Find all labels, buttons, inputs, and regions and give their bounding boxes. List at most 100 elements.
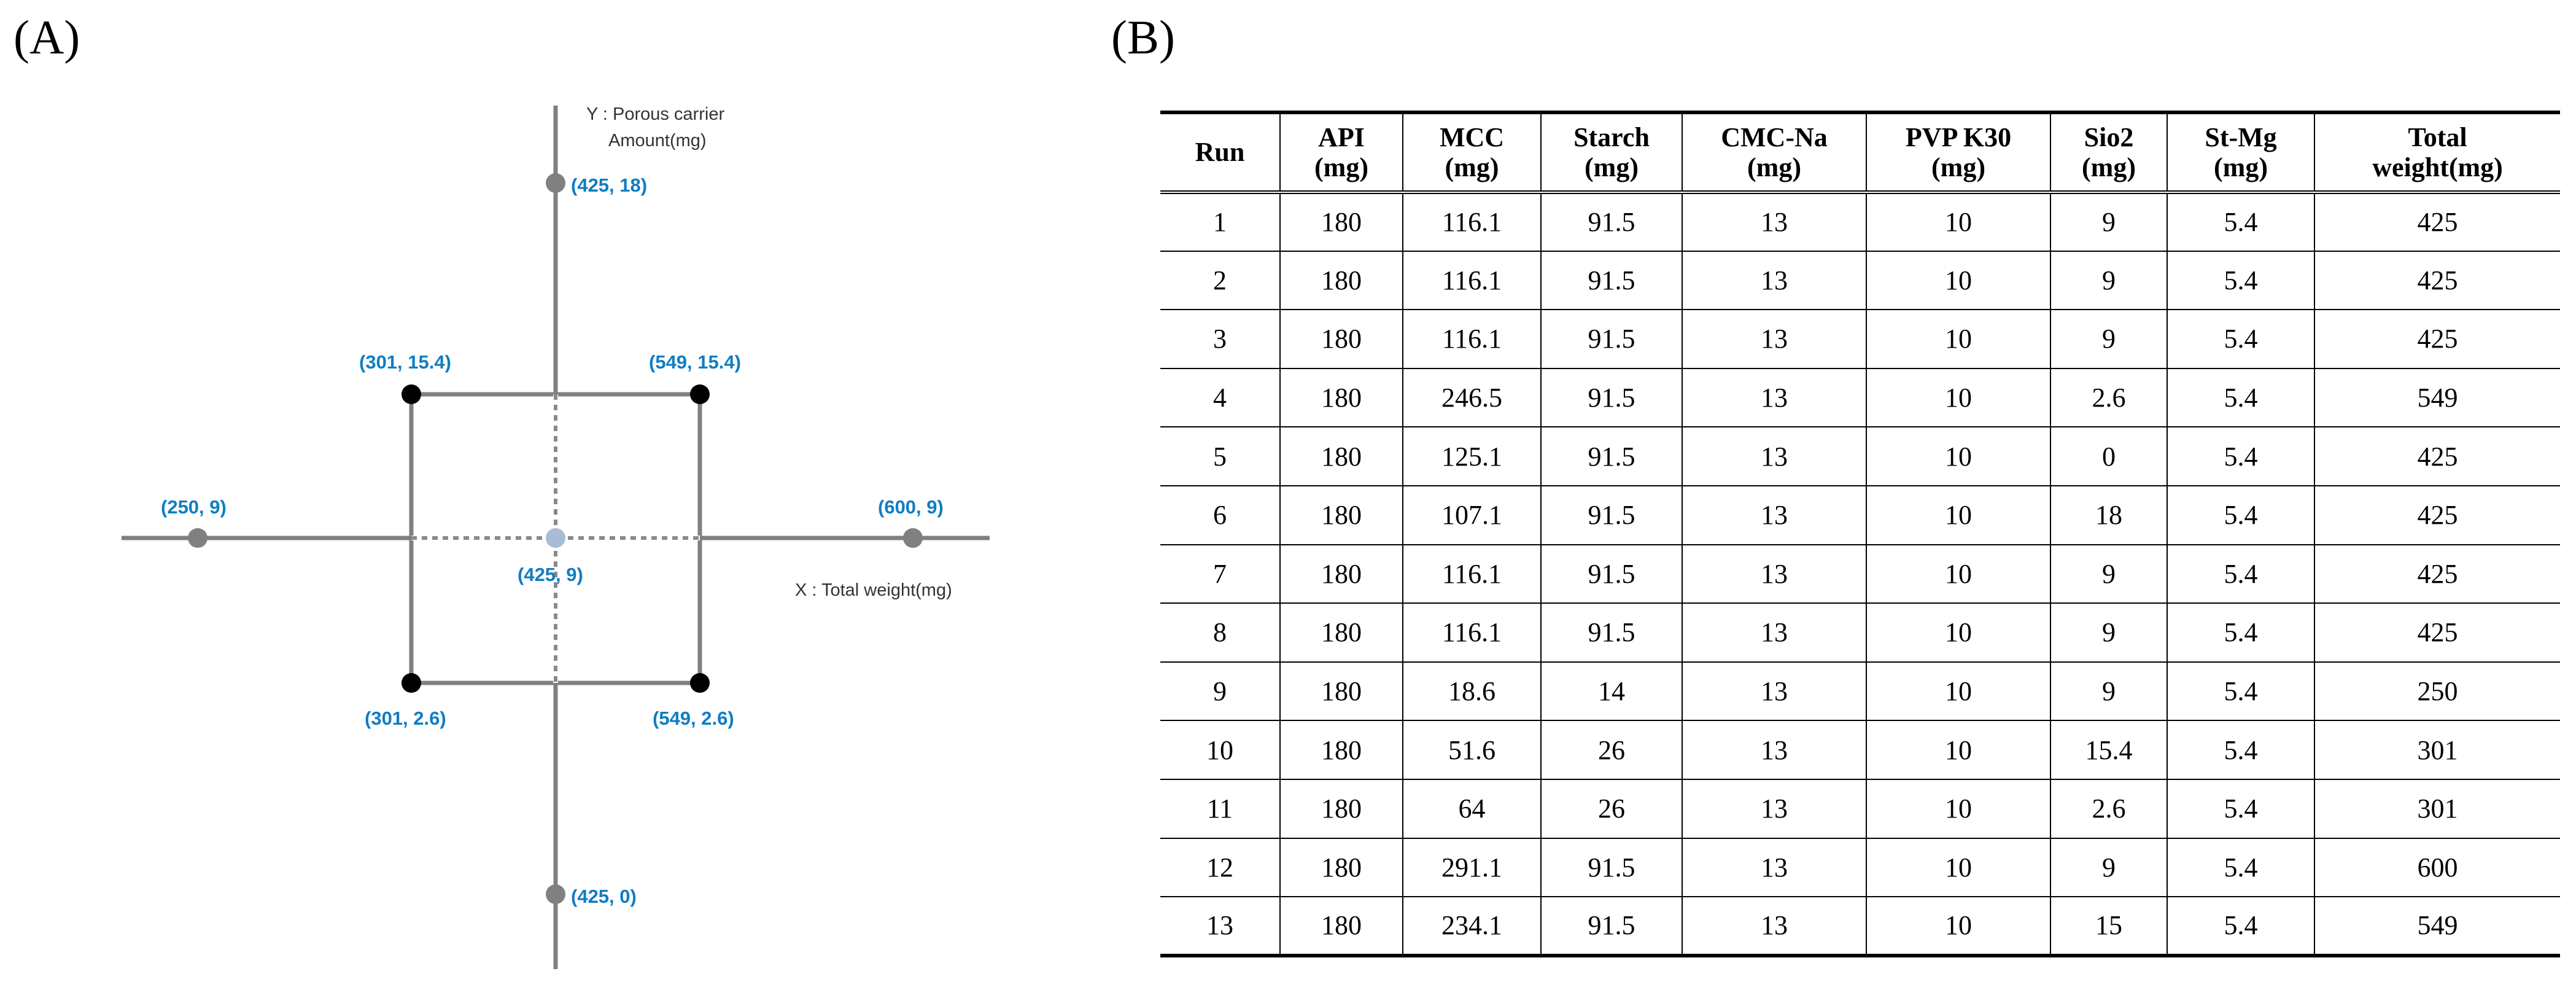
cell-run: 1 xyxy=(1213,207,1227,238)
table-row: 9 180 18.6 14 13 10 9 5.4 250 xyxy=(1160,661,2560,721)
table-body: 1 180 116.1 91.5 13 10 9 5.4 425 2 180 116.1 91.5 13 1… xyxy=(1160,192,2560,956)
cell-api: 180 xyxy=(1279,778,1403,838)
point-top xyxy=(546,173,565,193)
cell-pvp-k30: 10 xyxy=(1866,720,2050,779)
cell-total-weight: 425 xyxy=(2314,544,2560,604)
cell-cmc-na: 13 xyxy=(1682,426,1866,486)
cell-starch: 91.5 xyxy=(1540,426,1682,486)
table-row: 7 180 116.1 91.5 13 10 9 5.4 425 xyxy=(1160,544,2560,604)
cell-cmc-na: 13 xyxy=(1682,837,1866,897)
cell-api: 180 xyxy=(1279,661,1403,721)
cell-sio2: 15 xyxy=(2050,896,2167,956)
point-label-lower-right: (549, 2.6) xyxy=(653,708,734,729)
cell-run: 10 xyxy=(1160,720,1280,779)
cell-cmc-na: 13 xyxy=(1682,309,1866,368)
cell-mcc: 116.1 xyxy=(1402,544,1541,604)
table-row: 8 180 116.1 91.5 13 10 9 5.4 425 xyxy=(1160,602,2560,662)
cell-pvp-k30: 10 xyxy=(1866,309,2050,368)
cell-pvp-k30: 10 xyxy=(1866,544,2050,604)
cell-st-mg: 5.4 xyxy=(2167,661,2314,721)
cell-sio2: 18 xyxy=(2050,485,2167,545)
cell-sio2: 2.6 xyxy=(2050,778,2167,838)
cell-pvp-k30: 10 xyxy=(1866,485,2050,545)
cell-sio2: 9 xyxy=(2050,661,2167,721)
cell-sio2: 15.4 xyxy=(2050,720,2167,779)
cell-starch: 26 xyxy=(1540,778,1682,838)
header-st-mg: St-Mg (mg) xyxy=(2167,112,2314,193)
cell-api: 180 xyxy=(1279,192,1403,251)
x-axis-label: X : Total weight(mg) xyxy=(795,580,952,600)
cell-st-mg: 5.4 xyxy=(2167,192,2314,251)
header-cmc-na: CMC-Na (mg) xyxy=(1682,112,1866,193)
cell-mcc: 107.1 xyxy=(1402,485,1541,545)
cell-mcc: 116.1 xyxy=(1402,602,1541,662)
cell-api: 180 xyxy=(1279,837,1403,897)
cell-st-mg: 5.4 xyxy=(2167,896,2314,956)
cell-total-weight: 549 xyxy=(2314,896,2560,956)
cell-sio2: 9 xyxy=(2050,602,2167,662)
cell-mcc: 116.1 xyxy=(1402,250,1541,310)
point-bottom xyxy=(546,884,565,904)
panel-label-a: (A) xyxy=(14,10,80,64)
cell-api: 180 xyxy=(1279,426,1403,486)
cell-run: 4 xyxy=(1160,367,1280,427)
cell-pvp-k30: 10 xyxy=(1866,602,2050,662)
cell-api: 180 xyxy=(1279,544,1403,604)
cell-mcc: 18.6 xyxy=(1402,661,1541,721)
cell-sio2: 9 xyxy=(2050,250,2167,310)
y-axis-label-line2: Amount(mg) xyxy=(608,131,707,150)
cell-run: 3 xyxy=(1160,309,1280,368)
table-row: 1 180 116.1 91.5 13 10 9 5.4 425 xyxy=(1160,192,2560,251)
cell-api: 180 xyxy=(1279,485,1403,545)
point-label-top: (425, 18) xyxy=(571,174,647,196)
cell-st-mg: 5.4 xyxy=(2167,544,2314,604)
table-row: 12 180 291.1 91.5 13 10 9 5.4 600 xyxy=(1160,837,2560,897)
cell-api: 180 xyxy=(1279,720,1403,779)
cell-st-mg: 5.4 xyxy=(2167,426,2314,486)
cell-starch: 91.5 xyxy=(1540,837,1682,897)
cell-cmc-na: 13 xyxy=(1682,192,1866,251)
table-row: 10 180 51.6 26 13 10 15.4 5.4 301 xyxy=(1160,720,2560,779)
header-starch: Starch (mg) xyxy=(1540,112,1682,193)
point-label-bottom: (425, 0) xyxy=(571,886,637,907)
cell-total-weight: 549 xyxy=(2314,367,2560,427)
cell-mcc: 125.1 xyxy=(1402,426,1541,486)
point-upper-right xyxy=(690,384,710,404)
cell-run: 9 xyxy=(1160,661,1280,721)
cell-run: 13 xyxy=(1160,896,1280,956)
table-row: 4 180 246.5 91.5 13 10 2.6 5.4 549 xyxy=(1160,367,2560,427)
cell-sio2: 2.6 xyxy=(2050,367,2167,427)
cell-starch: 14 xyxy=(1540,661,1682,721)
design-space-diagram: Y : Porous carrier Amount(mg) X : Total … xyxy=(122,104,990,969)
cell-cmc-na: 13 xyxy=(1682,544,1866,604)
cell-sio2: 9 xyxy=(2050,837,2167,897)
cell-starch: 91.5 xyxy=(1540,309,1682,368)
cell-starch: 91.5 xyxy=(1540,602,1682,662)
cell-st-mg: 5.4 xyxy=(2167,485,2314,545)
cell-total-weight: 425 xyxy=(2314,250,2560,310)
header-pvp-k30: PVP K30 (mg) xyxy=(1866,112,2050,193)
cell-mcc: 246.5 xyxy=(1402,367,1541,427)
cell-mcc: 116.1 xyxy=(1402,309,1541,368)
cell-starch: 91.5 xyxy=(1540,250,1682,310)
cell-st-mg: 5.4 xyxy=(2167,367,2314,427)
point-label-center: (425, 9) xyxy=(518,564,583,585)
cell-mcc: 291.1 xyxy=(1402,837,1541,897)
cell-api: 180 xyxy=(1279,367,1403,427)
y-axis-label-line1: Y : Porous carrier xyxy=(586,104,724,124)
point-label-right: (600, 9) xyxy=(878,496,944,518)
cell-cmc-na: 13 xyxy=(1682,896,1866,956)
cell-run: 11 xyxy=(1160,778,1280,838)
cell-cmc-na: 13 xyxy=(1682,250,1866,310)
point-lower-right xyxy=(690,673,710,693)
cell-cmc-na: 13 xyxy=(1682,367,1866,427)
cell-api: 180 xyxy=(1279,896,1403,956)
cell-mcc: 64 xyxy=(1402,778,1541,838)
formulation-table: Run API (mg) MCC (mg) Starch (mg) CMC-Na (mg… xyxy=(1160,111,2560,957)
formulation-table-container: Run API (mg) MCC (mg) Starch (mg) CMC-Na (mg… xyxy=(1160,111,2560,957)
cell-api: 180 xyxy=(1279,250,1403,310)
table-row: 2 180 116.1 91.5 13 10 9 5.4 425 xyxy=(1160,250,2560,310)
cell-sio2: 9 xyxy=(2050,192,2167,251)
cell-total-weight: 425 xyxy=(2314,426,2560,486)
cell-pvp-k30: 10 xyxy=(1866,778,2050,838)
